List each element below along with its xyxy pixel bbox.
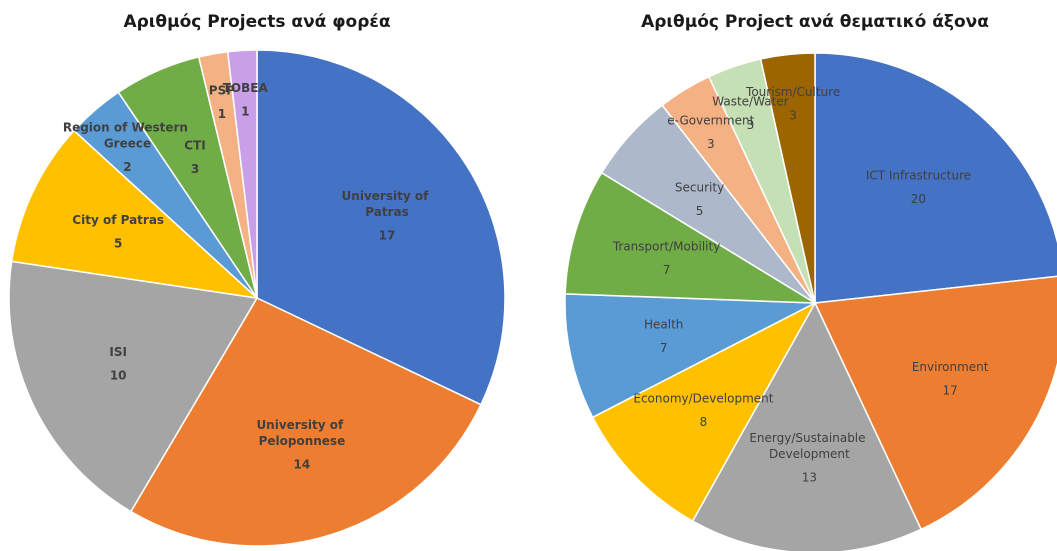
slice-value: 3: [747, 118, 755, 132]
slice-value: 13: [802, 470, 817, 484]
slice-value: 3: [191, 162, 199, 176]
pie-slice: [10, 129, 260, 300]
pie-slice: [8, 260, 259, 513]
slice-value: 14: [294, 458, 311, 472]
slice-value: 17: [943, 383, 958, 397]
slice-label: ICT Infrastructure: [866, 168, 971, 182]
slice-value: 3: [789, 109, 797, 123]
slice-label: City of Patras: [72, 212, 164, 226]
pie-slice: [256, 49, 506, 406]
pie-slice: [691, 301, 923, 551]
slice-label: CTI: [184, 138, 205, 152]
pie-slice: [813, 275, 1057, 531]
pie-slice: [814, 52, 1057, 304]
slice-label: Waste/Water: [712, 94, 788, 108]
slice-value: 2: [123, 160, 131, 174]
chart-title: Αριθμός Projects ανά φορέα: [123, 12, 390, 32]
slice-value: 17: [379, 228, 396, 242]
slice-value: 7: [663, 263, 671, 277]
pie-slice: [226, 49, 258, 299]
slice-label: Energy/Sustainable Development: [749, 430, 869, 460]
slice-value: 3: [707, 137, 715, 151]
slice-value: 1: [218, 107, 226, 121]
pie-slice: [759, 52, 816, 304]
slice-label: Transport/Mobility: [612, 239, 720, 253]
slice-value: 5: [114, 236, 122, 250]
slice-label: ISI: [109, 345, 127, 359]
slice-label: e-Government: [667, 113, 754, 127]
slice-label: University of Peloponnese: [256, 418, 347, 448]
slice-label: TOBEA: [223, 80, 269, 94]
pie-slice: [564, 171, 818, 304]
slice-value: 10: [110, 369, 127, 383]
slice-label: PSP: [209, 83, 235, 97]
slice-label: University of Patras: [342, 188, 433, 218]
slice-label: Tourism/Culture: [745, 85, 840, 99]
slice-value: 1: [241, 104, 249, 118]
chart-title: Αριθμός Project ανά θεματικό άξονα: [641, 12, 989, 32]
slice-label: Economy/Development: [633, 391, 773, 405]
slice-value: 8: [700, 415, 708, 429]
pie-slice: [564, 293, 818, 419]
slice-label: Environment: [912, 359, 989, 373]
slice-value: 5: [696, 204, 704, 218]
slice-value: 20: [911, 192, 926, 206]
slice-label: Region of Western Greece: [63, 120, 192, 150]
slice-label: Health: [644, 317, 683, 331]
slice-label: Security: [675, 180, 724, 194]
slice-value: 7: [660, 341, 668, 355]
pie-slice: [591, 301, 817, 523]
pie-slice: [129, 297, 482, 547]
